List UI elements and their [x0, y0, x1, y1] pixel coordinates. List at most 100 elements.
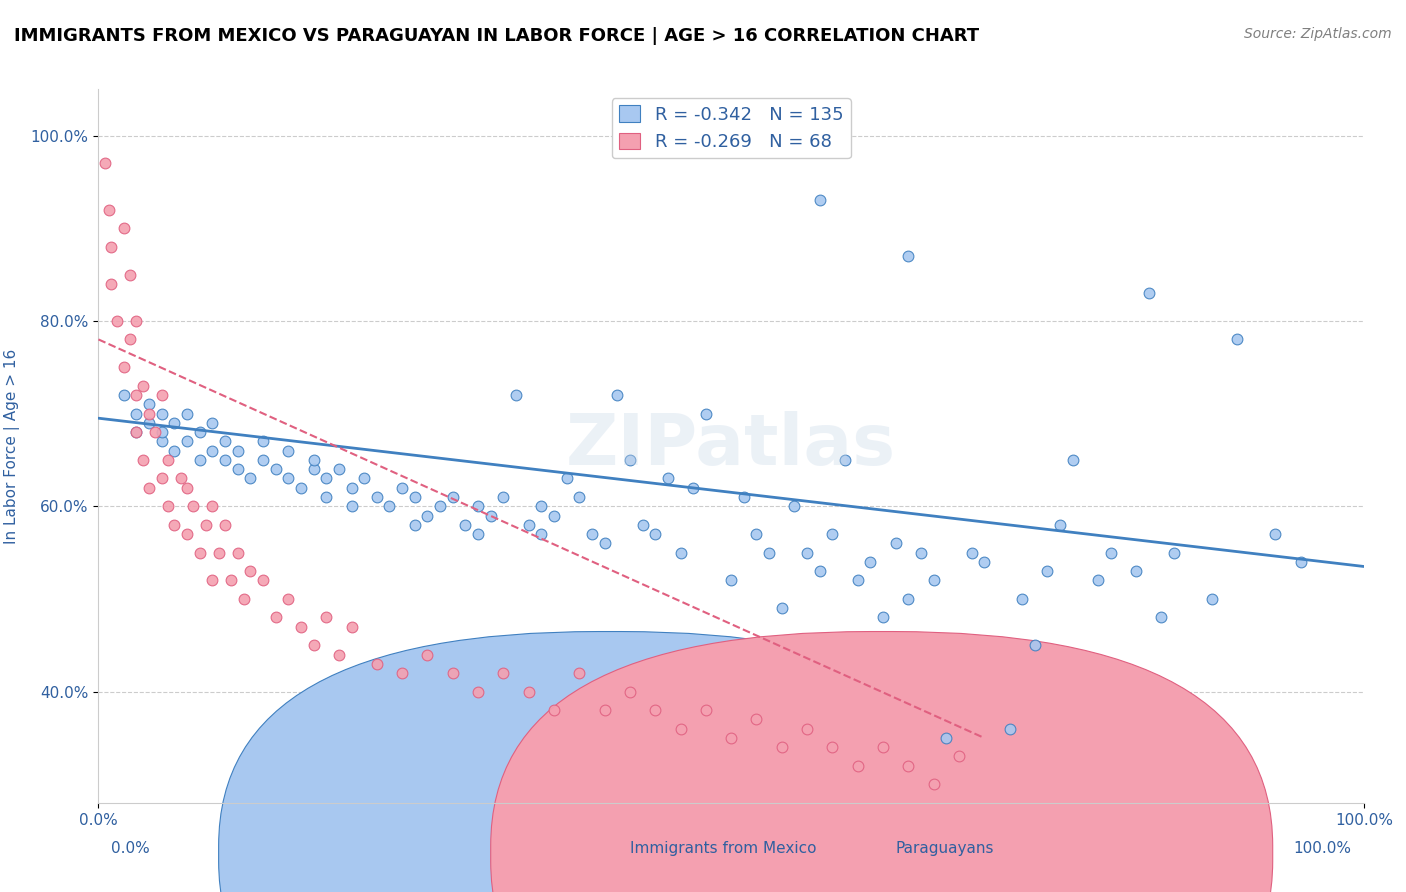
Point	[378, 500, 401, 514]
Point	[163, 443, 186, 458]
Point	[157, 500, 180, 514]
Point	[1289, 555, 1312, 569]
Point	[404, 517, 426, 532]
Point	[720, 574, 742, 588]
Point	[846, 574, 869, 588]
Point	[208, 545, 231, 559]
Point	[132, 378, 155, 392]
Point	[150, 471, 173, 485]
Point	[1024, 638, 1046, 652]
Point	[695, 407, 717, 421]
Point	[188, 425, 211, 439]
Point	[783, 500, 806, 514]
Point	[530, 500, 553, 514]
Point	[872, 740, 894, 755]
Point	[277, 591, 299, 606]
Point	[194, 517, 218, 532]
Point	[239, 471, 262, 485]
Point	[302, 453, 325, 467]
Y-axis label: In Labor Force | Age > 16: In Labor Force | Age > 16	[4, 349, 20, 543]
Point	[808, 194, 831, 208]
Point	[808, 564, 831, 578]
Point	[150, 434, 173, 449]
Point	[644, 527, 666, 541]
Point	[138, 416, 160, 430]
Point	[150, 425, 173, 439]
Point	[132, 453, 155, 467]
Point	[239, 564, 262, 578]
Point	[846, 758, 869, 772]
Point	[821, 740, 844, 755]
Point	[277, 443, 299, 458]
Point	[517, 517, 540, 532]
Point	[252, 453, 274, 467]
Point	[176, 481, 198, 495]
Point	[188, 545, 211, 559]
Point	[366, 490, 388, 504]
Point	[315, 490, 337, 504]
Point	[112, 221, 135, 235]
Point	[467, 527, 489, 541]
Point	[492, 490, 515, 504]
Point	[973, 555, 995, 569]
Point	[695, 703, 717, 717]
Point	[340, 481, 363, 495]
Point	[176, 434, 198, 449]
Point	[935, 731, 957, 745]
Point	[682, 481, 704, 495]
Point	[834, 453, 856, 467]
Point	[145, 425, 166, 439]
Point	[93, 156, 117, 170]
Point	[404, 490, 426, 504]
Text: IMMIGRANTS FROM MEXICO VS PARAGUAYAN IN LABOR FORCE | AGE > 16 CORRELATION CHART: IMMIGRANTS FROM MEXICO VS PARAGUAYAN IN …	[14, 27, 979, 45]
Point	[201, 443, 224, 458]
Point	[1150, 610, 1173, 624]
Point	[606, 388, 628, 402]
Point	[441, 666, 464, 681]
Point	[176, 407, 198, 421]
Point	[619, 453, 641, 467]
Point	[416, 648, 439, 662]
Point	[872, 610, 894, 624]
Point	[745, 712, 768, 726]
Point	[169, 471, 191, 485]
Point	[226, 462, 249, 476]
Point	[733, 490, 755, 504]
Point	[669, 722, 692, 736]
Point	[505, 388, 527, 402]
Point	[530, 527, 553, 541]
Point	[214, 453, 236, 467]
Point	[353, 471, 375, 485]
Text: Source: ZipAtlas.com: Source: ZipAtlas.com	[1244, 27, 1392, 41]
Point	[555, 471, 578, 485]
Point	[201, 500, 224, 514]
Point	[188, 453, 211, 467]
Point	[960, 545, 983, 559]
Point	[340, 500, 363, 514]
Point	[1125, 564, 1147, 578]
Point	[897, 591, 920, 606]
Point	[1087, 574, 1109, 588]
Point	[1163, 545, 1185, 559]
Point	[922, 777, 945, 791]
Point	[328, 648, 350, 662]
Legend: R = -0.342   N = 135, R = -0.269   N = 68: R = -0.342 N = 135, R = -0.269 N = 68	[612, 98, 851, 158]
Point	[657, 471, 679, 485]
Point	[770, 740, 793, 755]
Point	[1099, 545, 1122, 559]
Point	[120, 268, 141, 282]
Point	[138, 481, 160, 495]
Point	[125, 425, 148, 439]
Point	[125, 425, 148, 439]
Point	[233, 591, 256, 606]
Point	[125, 407, 148, 421]
Point	[669, 545, 692, 559]
Point	[922, 574, 945, 588]
Point	[1011, 591, 1033, 606]
Point	[201, 416, 224, 430]
Point	[429, 500, 451, 514]
Point	[100, 240, 122, 254]
Point	[163, 416, 186, 430]
Point	[492, 666, 515, 681]
Point	[157, 453, 180, 467]
